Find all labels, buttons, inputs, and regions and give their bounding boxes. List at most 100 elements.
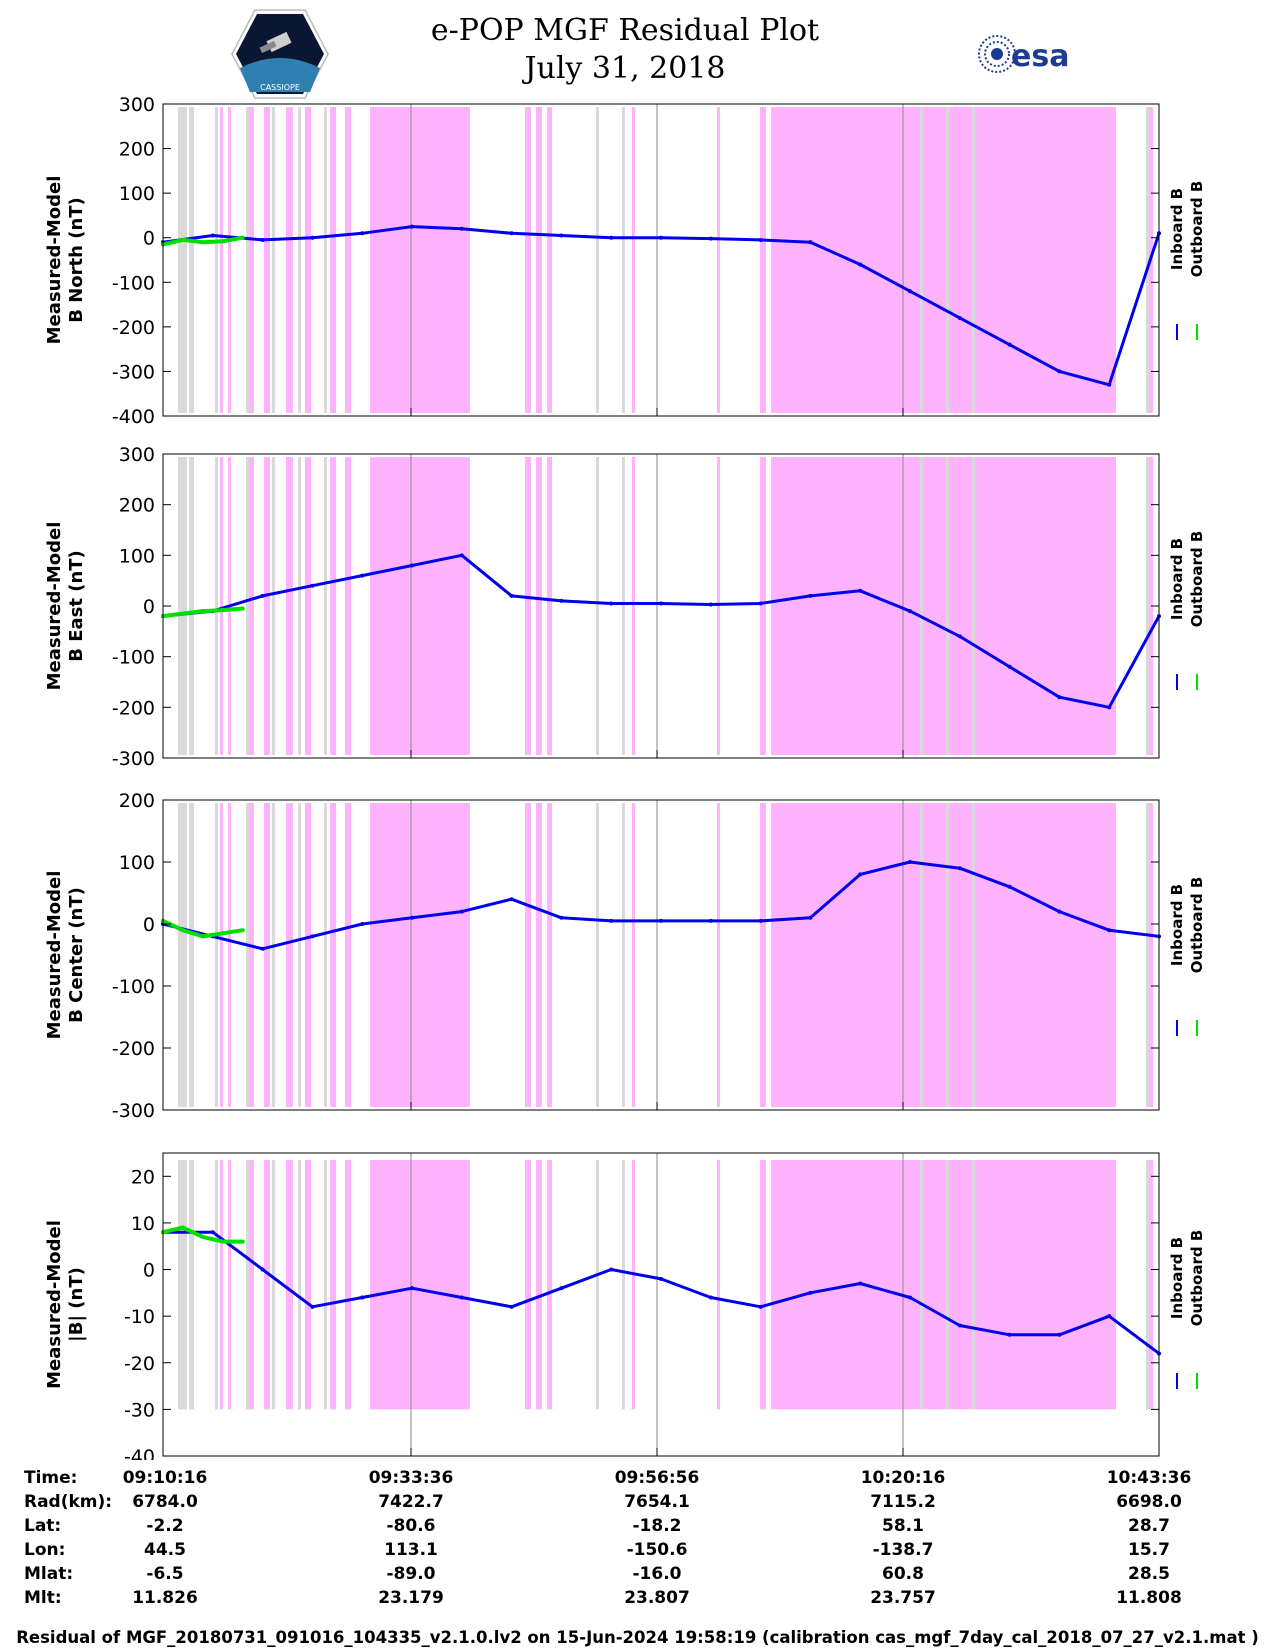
data-point — [758, 1304, 763, 1309]
y-tick-label: 0 — [143, 914, 155, 936]
data-point — [180, 611, 185, 616]
data-point — [908, 609, 912, 614]
shade-band — [920, 1159, 923, 1410]
shade-band — [596, 803, 599, 1107]
shade-band — [189, 1159, 194, 1410]
shade-band — [298, 107, 301, 413]
y-tick-label: -10 — [124, 1306, 155, 1328]
info-cell: 23.807 — [624, 1588, 690, 1608]
data-point — [509, 231, 514, 236]
data-point — [808, 1290, 813, 1295]
shade-band — [298, 1159, 301, 1410]
info-cell: 7654.1 — [624, 1492, 690, 1512]
data-point — [310, 934, 315, 939]
data-point — [240, 1239, 245, 1244]
info-cell: 09:56:56 — [614, 1468, 700, 1488]
data-point — [609, 1267, 614, 1272]
plot-panel-2: 300 200 100 0 -100 -200 -300 Measured-ModelB Ea… — [44, 444, 1206, 770]
shade-band — [215, 107, 218, 413]
info-cell: 09:10:16 — [122, 1468, 208, 1488]
shade-band — [178, 803, 187, 1107]
data-point — [957, 634, 962, 639]
shade-band — [920, 107, 923, 413]
shade-band — [228, 107, 231, 413]
shade-band — [264, 107, 270, 413]
data-point — [210, 1230, 215, 1235]
shade-band — [536, 1159, 542, 1410]
data-point — [559, 598, 564, 603]
shade-band — [324, 107, 327, 413]
info-cell: 15.7 — [1128, 1540, 1170, 1560]
shade-band — [305, 107, 311, 413]
info-cell: -2.2 — [146, 1516, 184, 1536]
y-tick-label: 20 — [131, 1166, 155, 1188]
shade-band — [717, 1159, 720, 1410]
data-point — [758, 601, 763, 606]
data-point — [360, 573, 365, 578]
shade-band — [771, 1159, 1116, 1410]
info-cell: -80.6 — [386, 1516, 436, 1536]
shade-band — [246, 457, 249, 755]
y-axis-label: Measured-Model|B| (nT) — [44, 1220, 87, 1389]
y-axis-label: Measured-ModelB East (nT) — [44, 522, 87, 691]
shade-band — [596, 107, 599, 413]
shade-band — [272, 457, 275, 755]
shade-band — [972, 107, 975, 413]
y-tick-label: -300 — [112, 361, 155, 383]
data-point — [360, 231, 365, 236]
info-cell: 09:33:36 — [368, 1468, 454, 1488]
y-tick-label: 0 — [143, 596, 155, 618]
shade-band — [330, 803, 336, 1107]
plot-panel-1: 300 200 100 0 -100 -200 -300 -400 Measured-Model… — [44, 94, 1206, 428]
y-axis-label-line-2: B North (nT) — [66, 197, 87, 323]
y-axis-label-line-2: |B| (nT) — [66, 1267, 87, 1342]
data-point — [908, 1295, 912, 1300]
data-point — [1107, 928, 1112, 933]
shade-band — [264, 457, 270, 755]
data-point — [459, 226, 464, 231]
shade-band — [717, 803, 720, 1107]
shade-band — [972, 803, 975, 1107]
shade-band — [622, 803, 625, 1107]
y-tick-label: 300 — [119, 94, 155, 116]
info-cell: 6698.0 — [1116, 1492, 1182, 1512]
legend-inboard-label: Inboard B — [1168, 188, 1186, 270]
info-cell: 23.757 — [870, 1588, 936, 1608]
shade-band — [370, 803, 470, 1107]
legend: Inboard B Outboard B — [1168, 531, 1206, 628]
shade-band — [622, 1159, 625, 1410]
shade-band — [1146, 803, 1149, 1107]
info-cell: -16.0 — [632, 1564, 682, 1584]
data-point — [1057, 909, 1062, 914]
shade-band — [345, 1159, 351, 1410]
data-point — [1057, 695, 1062, 700]
shade-band — [596, 457, 599, 755]
svg-text:CASSIOPE: CASSIOPE — [260, 83, 300, 92]
data-point — [708, 602, 713, 607]
shade-band — [330, 107, 336, 413]
y-tick-label: -30 — [124, 1399, 155, 1421]
y-tick-label: 300 — [119, 444, 155, 466]
legend-outboard-label: Outboard B — [1188, 531, 1206, 628]
info-cell: -18.2 — [632, 1516, 682, 1536]
y-tick-label: 0 — [143, 1260, 155, 1282]
data-point — [310, 583, 315, 588]
data-point — [200, 1234, 205, 1239]
info-label-time: Time: — [24, 1468, 78, 1488]
shade-band — [228, 1159, 231, 1410]
data-point — [808, 593, 813, 598]
plot-panel-3: 200 100 0 -100 -200 -300 Measured-ModelB Cente… — [44, 790, 1206, 1122]
data-point — [240, 928, 245, 933]
shade-band — [760, 457, 766, 755]
data-point — [410, 915, 414, 920]
data-point — [260, 237, 265, 242]
shade-band — [228, 803, 231, 1107]
shade-band — [215, 457, 218, 755]
data-point — [180, 928, 185, 933]
y-axis-label: Measured-ModelB Center (nT) — [44, 871, 87, 1040]
shade-band — [760, 1159, 766, 1410]
shade-band — [272, 803, 275, 1107]
data-point — [459, 1295, 464, 1300]
data-point — [220, 608, 225, 613]
shade-band — [946, 1159, 949, 1410]
